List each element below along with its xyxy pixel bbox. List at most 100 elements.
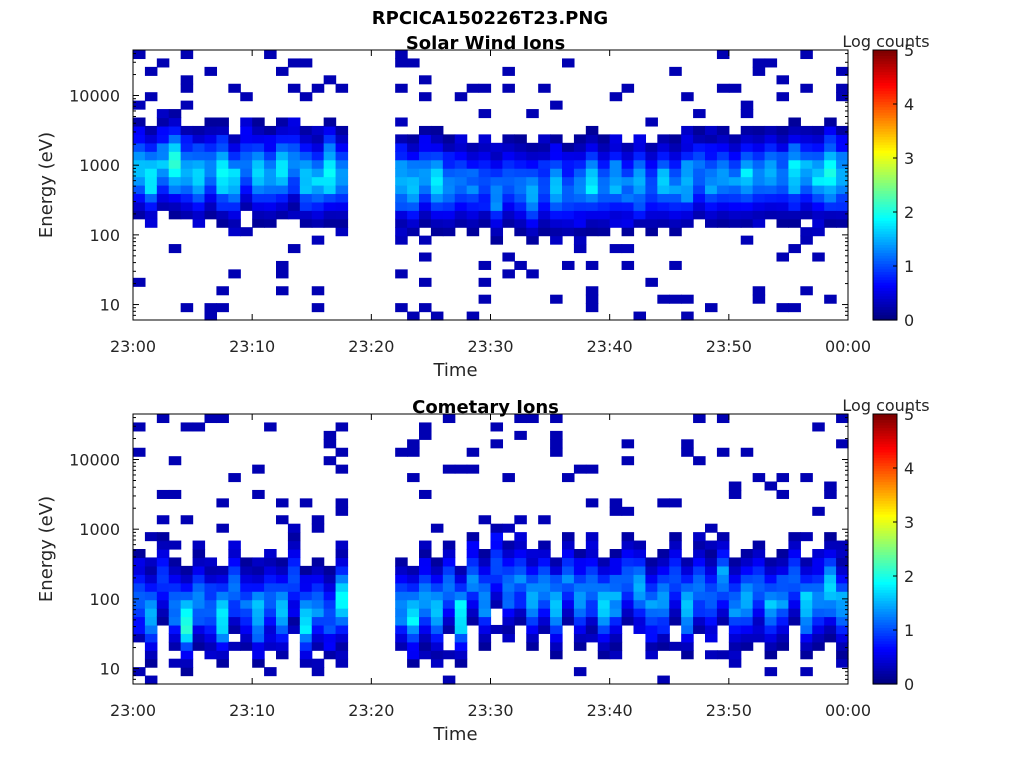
heatmap-cell: [419, 253, 432, 262]
heatmap-cell: [586, 134, 599, 143]
heatmap-cell: [729, 134, 742, 143]
heatmap-cell: [205, 608, 218, 617]
heatmap-cell: [693, 126, 706, 135]
heatmap-cell: [264, 583, 277, 592]
colorbar-tick-label: 1: [904, 257, 914, 276]
heatmap-cell: [181, 303, 194, 312]
heatmap-cell: [264, 134, 277, 143]
heatmap-cell: [145, 126, 158, 135]
heatmap-cell: [145, 202, 158, 211]
heatmap-cell: [824, 185, 837, 194]
heatmap-cell: [562, 617, 575, 626]
heatmap-cell: [145, 633, 158, 642]
heatmap-cell: [741, 219, 754, 228]
heatmap-cell: [181, 650, 194, 659]
panels: 23:00 23:10 23:20 23:30 23:40 23:50 00:0010100…: [36, 32, 930, 745]
heatmap-cell: [479, 151, 492, 160]
heatmap-cell: [431, 617, 444, 626]
heatmap-cell: [812, 126, 825, 135]
heatmap-cell: [216, 600, 229, 609]
heatmap-cell: [324, 600, 337, 609]
heatmap-cell: [157, 126, 170, 135]
heatmap-cell: [681, 625, 694, 634]
heatmap-cell: [800, 608, 813, 617]
heatmap-cell: [324, 143, 337, 152]
heatmap-cell: [407, 143, 420, 152]
heatmap-cell: [431, 177, 444, 186]
heatmap-cell: [788, 193, 801, 202]
heatmap-cell: [479, 219, 492, 228]
heatmap-cell: [705, 591, 718, 600]
heatmap-cell: [800, 168, 813, 177]
heatmap-cell: [502, 591, 515, 600]
heatmap-cell: [800, 583, 813, 592]
heatmap-cell: [777, 549, 790, 558]
heatmap-cell: [562, 227, 575, 236]
heatmap-cell: [324, 456, 337, 465]
colorbar-tick-label: 2: [904, 203, 914, 222]
heatmap-cell: [467, 84, 480, 93]
heatmap-cell: [788, 210, 801, 219]
heatmap-cell: [491, 600, 504, 609]
heatmap-cell: [181, 126, 194, 135]
heatmap-cell: [407, 177, 420, 186]
heatmap-cell: [276, 633, 289, 642]
heatmap-cell: [264, 557, 277, 566]
heatmap-cell: [717, 84, 730, 93]
heatmap-cell: [193, 625, 206, 634]
heatmap-cell: [276, 617, 289, 626]
heatmap-cell: [705, 151, 718, 160]
heatmap-cell: [526, 143, 539, 152]
heatmap-cell: [407, 168, 420, 177]
heatmap-cell: [145, 168, 158, 177]
heatmap-cell: [645, 625, 658, 634]
heatmap-cell: [777, 583, 790, 592]
heatmap-cell: [586, 303, 599, 312]
heatmap-cell: [550, 227, 563, 236]
heatmap-cell: [216, 160, 229, 169]
heatmap-cell: [717, 583, 730, 592]
heatmap-cell: [550, 177, 563, 186]
heatmap-cell: [622, 143, 635, 152]
heatmap-cell: [812, 557, 825, 566]
heatmap-cell: [252, 160, 265, 169]
heatmap-cell: [717, 608, 730, 617]
heatmap-cell: [407, 608, 420, 617]
heatmap-cell: [741, 566, 754, 575]
heatmap-cell: [288, 126, 301, 135]
heatmap-cell: [443, 160, 456, 169]
heatmap-cell: [181, 659, 194, 668]
heatmap-cell: [419, 210, 432, 219]
heatmap-cell: [395, 591, 408, 600]
heatmap-cell: [336, 202, 349, 211]
heatmap-cell: [741, 549, 754, 558]
colorbar-tick-label: 3: [904, 149, 914, 168]
heatmap-cell: [538, 549, 551, 558]
heatmap-cell: [681, 448, 694, 457]
heatmap-cell: [586, 617, 599, 626]
heatmap-cell: [788, 600, 801, 609]
heatmap-cell: [681, 126, 694, 135]
heatmap-cell: [526, 269, 539, 278]
heatmap-cell: [705, 625, 718, 634]
heatmap-cell: [574, 210, 587, 219]
heatmap-cell: [419, 431, 432, 440]
colorbar-tick-label: 2: [904, 567, 914, 586]
heatmap-cell: [419, 600, 432, 609]
heatmap-cell: [693, 160, 706, 169]
heatmap-cell: [324, 134, 337, 143]
heatmap-cell: [467, 227, 480, 236]
heatmap-cell: [502, 219, 515, 228]
heatmap-cell: [157, 583, 170, 592]
heatmap-cell: [502, 574, 515, 583]
heatmap-cell: [491, 532, 504, 541]
heatmap-cell: [812, 160, 825, 169]
heatmap-cell: [443, 227, 456, 236]
x-tick-label: 23:00: [110, 337, 156, 356]
heatmap-cell: [479, 261, 492, 270]
heatmap-cell: [777, 625, 790, 634]
heatmap-cell: [467, 583, 480, 592]
heatmap-cell: [729, 490, 742, 499]
heatmap-cell: [824, 193, 837, 202]
heatmap-cell: [765, 185, 778, 194]
